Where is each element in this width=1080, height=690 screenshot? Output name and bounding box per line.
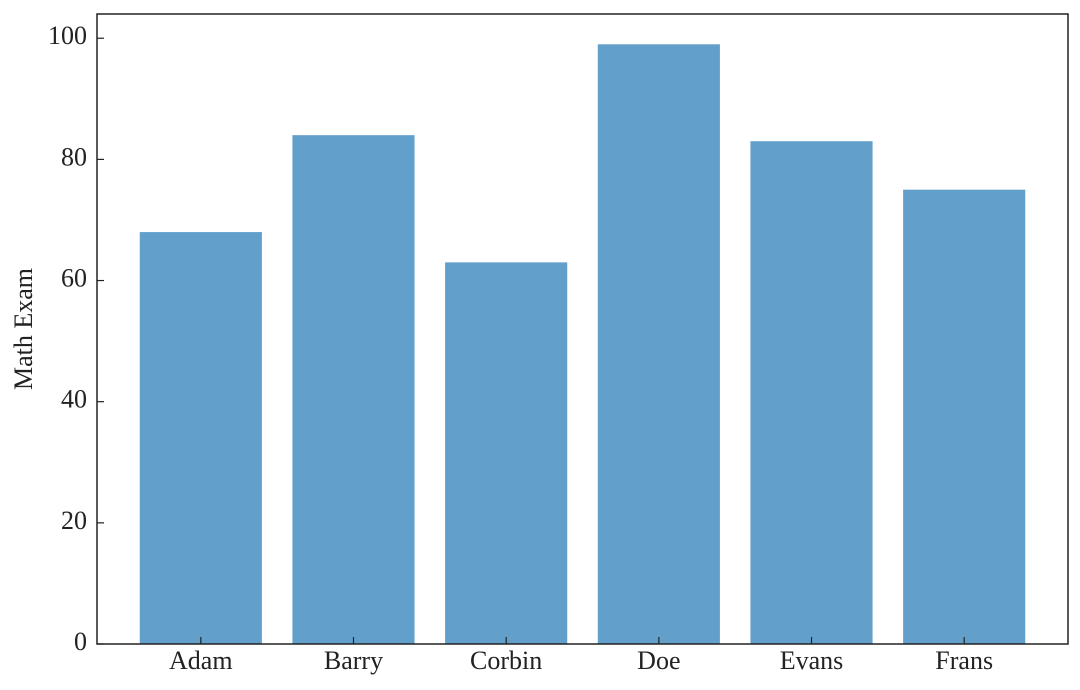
bar [292, 135, 415, 644]
x-tick-label: Frans [935, 646, 993, 675]
y-tick-label: 80 [61, 142, 87, 171]
y-tick-label: 0 [74, 627, 87, 656]
bar [139, 232, 262, 645]
bar [597, 44, 720, 645]
y-tick-label: 40 [61, 385, 87, 414]
y-tick-label: 20 [61, 506, 87, 535]
x-tick-label: Evans [780, 646, 844, 675]
x-tick-label: Corbin [470, 646, 542, 675]
plot-frame [96, 13, 1069, 645]
bar [750, 141, 873, 644]
bar [903, 189, 1026, 644]
bar [445, 262, 568, 644]
y-tick-label: 100 [48, 21, 87, 50]
y-axis-label: Math Exam [9, 268, 38, 390]
y-tick-label: 60 [61, 264, 87, 293]
x-tick-label: Adam [169, 646, 233, 675]
x-tick-label: Barry [324, 646, 383, 675]
x-tick-label: Doe [637, 646, 680, 675]
